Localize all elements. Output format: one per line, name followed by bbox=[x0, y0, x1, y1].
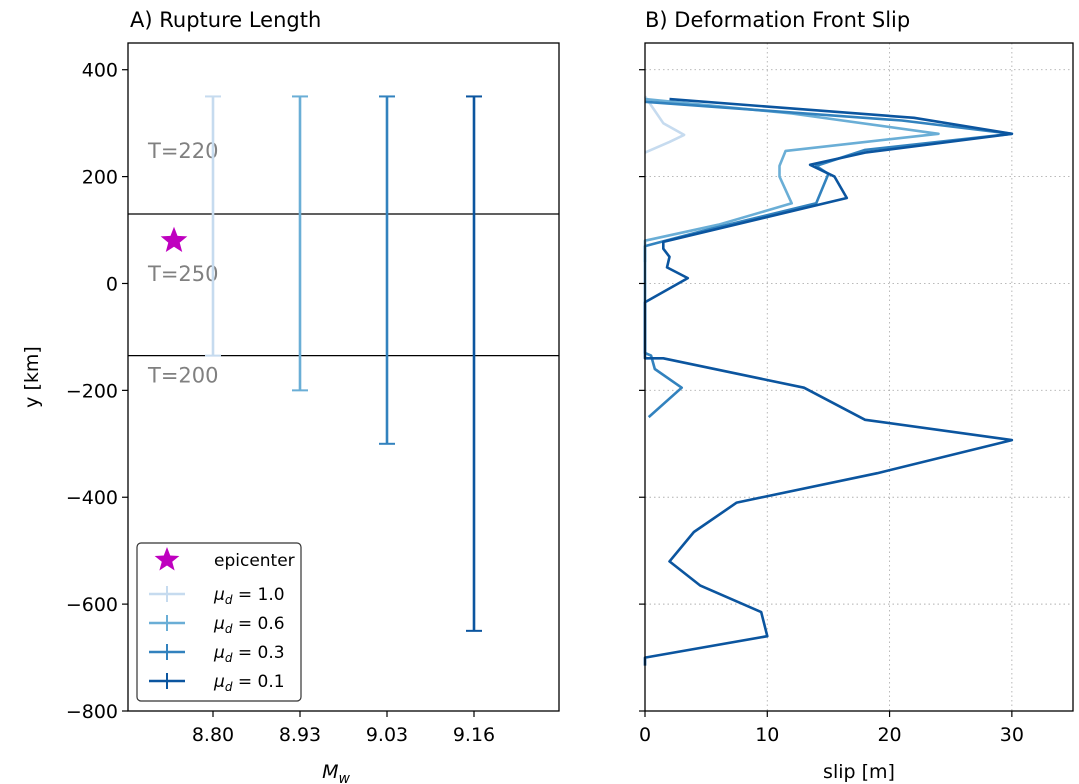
legend-label: epicenter bbox=[214, 551, 295, 571]
y-axis-ticks: 400 200 0 −200 −400 −600 −800 bbox=[66, 60, 128, 723]
legend: epicenter μd = 1.0 μd = 0.6 μd = 0.3 μd = 0.… bbox=[136, 542, 302, 702]
panel-b-x-ticks: 0 10 20 30 bbox=[639, 711, 1024, 746]
y-tick-label: 400 bbox=[82, 60, 118, 82]
panel-a-title: A) Rupture Length bbox=[130, 8, 321, 32]
panel-b-x-tick-label: 20 bbox=[877, 724, 901, 746]
panel-b-x-axis-label: slip [m] bbox=[823, 761, 895, 783]
x-axis-label: Mw bbox=[322, 761, 350, 784]
y-tick-label: −400 bbox=[66, 487, 118, 509]
region-boundaries bbox=[128, 213, 559, 357]
legend-epicenter-star bbox=[154, 547, 180, 571]
panel-a-frame bbox=[127, 42, 560, 712]
x-axis-label-sub: w bbox=[338, 771, 350, 784]
y-tick-label: 0 bbox=[106, 273, 118, 295]
panel-a: A) Rupture Length T=220 T=250 T=200 400 200… bbox=[21, 8, 560, 784]
slip-lines bbox=[643, 95, 1014, 666]
y-tick-label: 200 bbox=[82, 167, 118, 189]
slip-line bbox=[643, 97, 940, 263]
panel-b-frame bbox=[644, 42, 1074, 712]
y-tick-label: −200 bbox=[66, 380, 118, 402]
panel-b-x-tick-label: 30 bbox=[1000, 724, 1024, 746]
y-axis-label: y [km] bbox=[21, 346, 43, 408]
x-tick-label: 9.16 bbox=[453, 724, 495, 746]
slip-line bbox=[643, 100, 1014, 419]
region-label: T=250 bbox=[147, 262, 219, 286]
legend-label: μd = 1.0 bbox=[213, 585, 285, 607]
epicenter-star bbox=[160, 226, 188, 253]
legend-label: μd = 0.1 bbox=[213, 672, 285, 694]
region-labels: T=220 T=250 T=200 bbox=[147, 139, 219, 387]
slip-line bbox=[643, 97, 1014, 666]
panel-b: B) Deformation Front Slip 0 10 20 30 slip [… bbox=[639, 8, 1074, 783]
legend-label: μd = 0.3 bbox=[213, 643, 285, 665]
legend-box bbox=[136, 542, 302, 702]
x-tick-label: 9.03 bbox=[366, 724, 408, 746]
x-tick-label: 8.93 bbox=[279, 724, 321, 746]
rupture-bars bbox=[205, 95, 482, 632]
y-tick-label: −600 bbox=[66, 594, 118, 616]
x-axis-ticks: 8.80 8.93 9.03 9.16 bbox=[192, 711, 495, 746]
panel-b-y-ticks bbox=[639, 69, 645, 712]
panel-b-x-tick-label: 10 bbox=[755, 724, 779, 746]
epicenter-marker bbox=[160, 226, 188, 253]
slip-line bbox=[643, 95, 686, 154]
x-axis-label-main: M bbox=[322, 761, 338, 783]
y-tick-label: −800 bbox=[66, 701, 118, 723]
legend-label: μd = 0.6 bbox=[213, 614, 285, 636]
panel-b-title: B) Deformation Front Slip bbox=[645, 8, 910, 32]
panel-b-x-tick-label: 0 bbox=[639, 724, 651, 746]
region-label: T=220 bbox=[147, 139, 219, 163]
x-tick-label: 8.80 bbox=[192, 724, 234, 746]
region-label: T=200 bbox=[147, 363, 219, 387]
legend-items: epicenter μd = 1.0 μd = 0.6 μd = 0.3 μd = 0.… bbox=[149, 547, 295, 694]
